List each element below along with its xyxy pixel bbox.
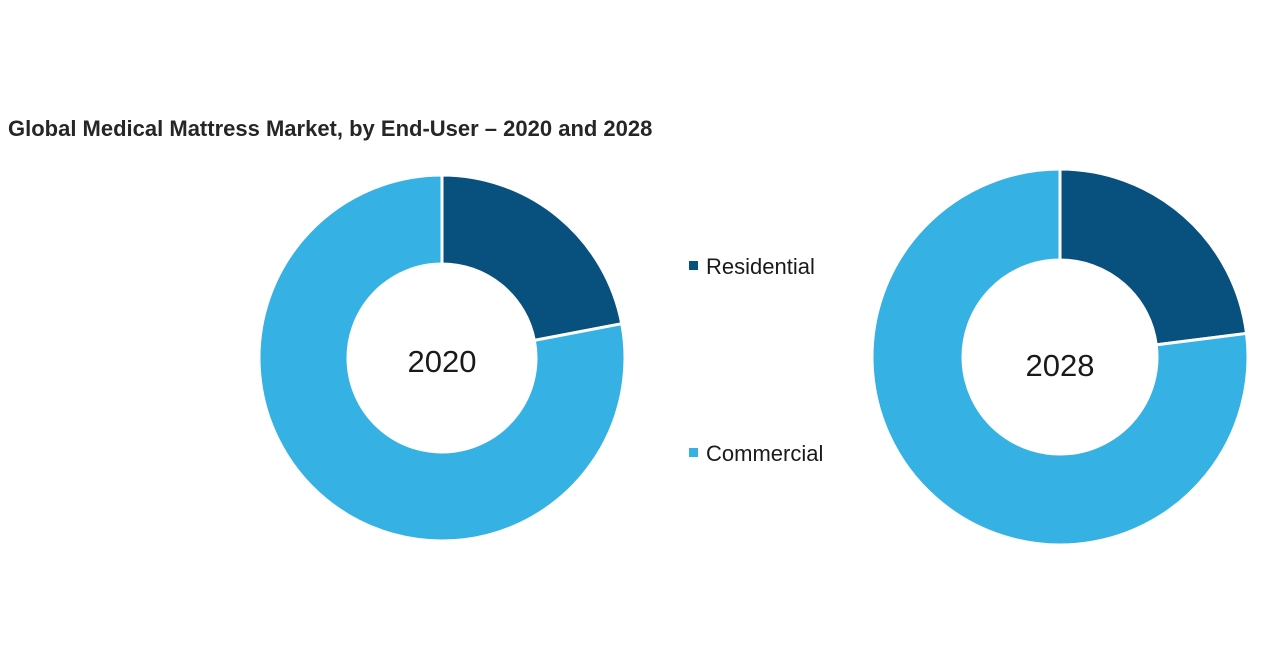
legend-swatch-residential [689, 261, 698, 270]
slice-2028-residential [1058, 167, 1249, 347]
slice-2028-commercial [870, 167, 1250, 547]
slice-2020-commercial [257, 173, 627, 543]
donut-center-label-2028: 2028 [1026, 348, 1095, 383]
donut-2020: 2020 [257, 173, 627, 543]
legend-label-residential: Residential [706, 254, 815, 279]
donut-center-label-2020: 2020 [408, 344, 477, 379]
donut-2028: 2028 [870, 167, 1250, 547]
legend-swatch-commercial [689, 448, 698, 457]
slice-2020-residential [440, 173, 624, 343]
chart-title: Global Medical Mattress Market, by End-U… [8, 116, 653, 141]
legend: Residential Commercial [689, 254, 823, 466]
legend-label-commercial: Commercial [706, 441, 823, 466]
